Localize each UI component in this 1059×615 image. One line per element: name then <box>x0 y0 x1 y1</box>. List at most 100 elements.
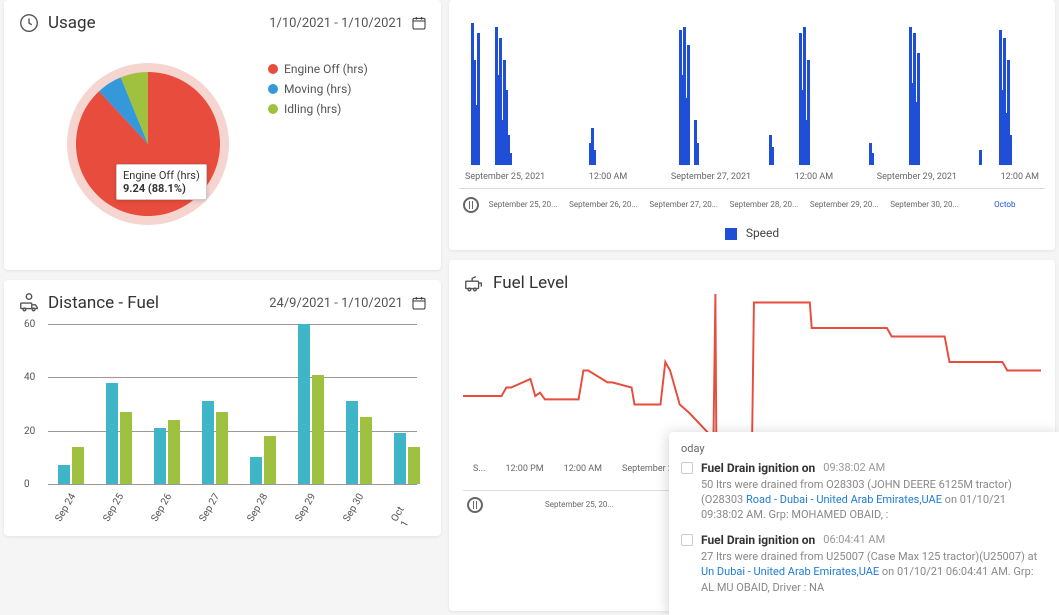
bar-group[interactable] <box>154 420 182 484</box>
truck-icon <box>18 292 40 314</box>
distance-date-range[interactable]: 24/9/2021 - 1/10/2021 <box>269 295 427 311</box>
nav-segment[interactable]: September 27, 20... <box>644 200 724 209</box>
usage-pie-container: Engine Off (hrs) 9.24 (88.1%) <box>58 54 238 238</box>
usage-title-text: Usage <box>48 13 96 33</box>
usage-panel: Usage 1/10/2021 - 1/10/2021 Engine Off (… <box>4 0 441 270</box>
distance-date-text: 24/9/2021 - 1/10/2021 <box>269 296 403 311</box>
bar-group[interactable] <box>202 401 230 484</box>
xtick-label: S... <box>473 464 485 474</box>
distance-bar <box>346 401 358 484</box>
ytick-label: 0 <box>24 479 30 490</box>
speed-bar <box>593 150 596 165</box>
ytick-label: 40 <box>24 372 35 383</box>
legend-item[interactable]: Idling (hrs) <box>268 102 368 116</box>
speed-bar <box>871 153 874 165</box>
fuel-bar <box>360 417 372 484</box>
xtick-label: Sep 27 <box>197 492 212 518</box>
calendar-icon <box>411 15 427 31</box>
distance-fuel-plot: 0204060 Sep 24 Sep 25 Sep 26 Sep 27 Sep … <box>48 324 417 484</box>
speed-navigator[interactable]: September 25, 20... September 26, 20... … <box>459 188 1045 220</box>
speed-bar <box>1009 135 1012 165</box>
speed-bar <box>979 150 982 165</box>
notif-body: 27 ltrs were drained from U25007 (Case M… <box>681 549 1047 595</box>
xtick-label: 12:00 AM <box>589 172 627 182</box>
bar-group[interactable] <box>58 447 86 484</box>
legend-item[interactable]: Engine Off (hrs) <box>268 62 368 76</box>
distance-header: Distance - Fuel 24/9/2021 - 1/10/2021 <box>18 292 427 314</box>
xtick-label: Sep 25 <box>101 492 116 518</box>
legend-swatch <box>268 84 278 94</box>
speed-legend: Speed <box>459 220 1045 240</box>
distance-bar <box>58 465 70 484</box>
speed-bar <box>696 143 699 166</box>
speed-bar <box>771 147 774 165</box>
distance-title: Distance - Fuel <box>18 292 159 314</box>
notifications-popup: oday Fuel Drain ignition on 09:38:02 AM … <box>669 432 1059 615</box>
legend-label: Idling (hrs) <box>284 102 341 116</box>
tooltip-value: 9.24 (88.1%) <box>123 182 200 195</box>
distance-bar <box>394 433 406 484</box>
nav-segment[interactable]: September 25, 20... <box>483 200 563 209</box>
notif-link[interactable]: Un Dubai - United Arab Emirates,UAE <box>701 565 879 578</box>
notification-item[interactable]: Fuel Drain ignition on 09:38:02 AM 50 lt… <box>681 461 1047 523</box>
usage-header: Usage 1/10/2021 - 1/10/2021 <box>18 12 427 34</box>
notif-title: Fuel Drain ignition on <box>701 461 815 475</box>
notification-item[interactable]: Fuel Drain ignition on 06:04:41 AM 27 lt… <box>681 533 1047 595</box>
notif-checkbox[interactable] <box>681 462 693 474</box>
bar-group[interactable] <box>106 383 134 484</box>
notif-day-label: oday <box>681 442 1047 455</box>
bar-group[interactable] <box>394 433 422 484</box>
nav-segment[interactable]: September 25, 20... <box>487 500 672 509</box>
notif-time: 09:38:02 AM <box>823 461 885 474</box>
distance-fuel-chart[interactable]: 0204060 Sep 24 Sep 25 Sep 26 Sep 27 Sep … <box>18 324 427 524</box>
nav-segment[interactable]: Octob <box>965 200 1045 209</box>
nav-segment[interactable]: September 30, 20... <box>884 200 964 209</box>
xtick-label: Oct 1 <box>389 504 398 519</box>
fuel-bar <box>168 420 180 484</box>
usage-date-range[interactable]: 1/10/2021 - 1/10/2021 <box>269 15 427 31</box>
speed-plot[interactable]: September 25, 202112:00 AMSeptember 27, … <box>459 6 1045 220</box>
clock-icon <box>18 12 40 34</box>
xtick-label: Sep 26 <box>149 492 164 518</box>
notif-list: Fuel Drain ignition on 09:38:02 AM 50 lt… <box>681 461 1047 595</box>
legend-swatch <box>268 104 278 114</box>
nav-segment[interactable]: September 29, 20... <box>804 200 884 209</box>
speed-bar <box>477 33 480 165</box>
xtick-label: Sep 29 <box>293 492 308 518</box>
bar-group[interactable] <box>298 324 326 484</box>
usage-pie-chart[interactable] <box>58 54 238 234</box>
notif-title: Fuel Drain ignition on <box>701 533 815 547</box>
speed-xlabels: September 25, 202112:00 AMSeptember 27, … <box>459 172 1045 182</box>
usage-legend: Engine Off (hrs) Moving (hrs) Idling (hrs) <box>268 62 368 238</box>
speed-legend-swatch <box>725 228 737 240</box>
xtick-label: Sep 30 <box>341 492 356 518</box>
usage-date-text: 1/10/2021 - 1/10/2021 <box>269 16 403 31</box>
nav-segment[interactable]: September 26, 20... <box>563 200 643 209</box>
xtick-label: 12:00 AM <box>795 172 833 182</box>
fuel-bar <box>216 412 228 484</box>
fuel-bar <box>264 436 276 484</box>
legend-label: Moving (hrs) <box>284 82 351 96</box>
gridline: 40 <box>48 377 417 378</box>
legend-label: Engine Off (hrs) <box>284 62 368 76</box>
speed-bar <box>687 45 690 165</box>
speed-legend-label: Speed <box>746 226 779 240</box>
legend-swatch <box>268 64 278 74</box>
speed-bar <box>807 60 810 165</box>
xtick-label: Sep 28 <box>245 492 260 518</box>
notif-checkbox[interactable] <box>681 534 693 546</box>
notif-time: 06:04:41 AM <box>823 533 885 546</box>
bar-group[interactable] <box>346 401 374 484</box>
distance-fuel-panel: Distance - Fuel 24/9/2021 - 1/10/2021 0 2… <box>4 280 441 536</box>
dashboard: Usage 1/10/2021 - 1/10/2021 Engine Off (… <box>0 0 1059 615</box>
nav-handle-icon[interactable] <box>463 197 479 213</box>
legend-item[interactable]: Moving (hrs) <box>268 82 368 96</box>
gridline: 60 <box>48 324 417 325</box>
notif-link[interactable]: Road - Dubai - United Arab Emirates,UAE <box>746 493 942 506</box>
fuel-title-text: Fuel Level <box>493 273 568 293</box>
nav-segment[interactable]: September 28, 20... <box>724 200 804 209</box>
xtick-label: 12:00 AM <box>1001 172 1039 182</box>
bar-group[interactable] <box>250 436 278 484</box>
speed-bars <box>459 6 1045 165</box>
nav-handle-icon[interactable] <box>467 497 483 513</box>
